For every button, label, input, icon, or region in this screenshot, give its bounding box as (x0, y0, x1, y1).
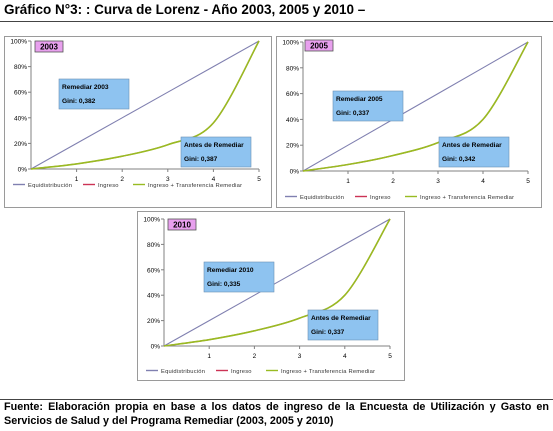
annotation-box (332, 90, 404, 122)
annotation-label: Remediar 2010 (207, 267, 254, 274)
annotation-gini: Gini: 0,387 (184, 156, 218, 163)
legend-label: Equidistribución (300, 195, 344, 201)
annotation-remediar: Remediar 2010 Gini: 0,335 (203, 261, 275, 293)
y-tick-label: 60% (14, 90, 27, 97)
x-tick-label: 4 (481, 178, 485, 185)
chart-panel-2010: 0% 20% 40% 60% 80% 100% 1 2 3 4 5 2010 Remediar 2010… (137, 211, 405, 381)
chart-title: 2003 (40, 43, 58, 52)
x-tick-label: 4 (343, 353, 347, 360)
annotation-remediar: Remediar 2003 Gini: 0,382 (58, 78, 130, 110)
x-tick-label: 5 (388, 353, 392, 360)
x-tick-label: 3 (298, 353, 302, 360)
year-tag: 2003 (34, 40, 64, 53)
annotation-gini: Gini: 0,382 (62, 98, 96, 105)
y-tick-label: 20% (286, 143, 299, 150)
chart-2005: 0% 20% 40% 60% 80% 100% 1 2 3 4 5 2005 Remediar 2005… (282, 39, 530, 202)
year-tag-box (167, 218, 197, 231)
annotation-label: Remediar 2005 (336, 96, 383, 103)
chart-title: 2010 (173, 221, 191, 230)
x-tick-label: 5 (526, 178, 530, 185)
y-tick-label: 60% (147, 267, 160, 274)
series-line-ingreso-transferencia (30, 40, 260, 170)
legend-label: Ingreso + Transferencia Remediar (281, 369, 375, 375)
series-line-equidistribucion (30, 40, 260, 170)
series-line-equidistribucion (302, 41, 529, 172)
annotation-box (203, 261, 275, 293)
legend-label: Ingreso (231, 369, 252, 375)
chart-2003: 0% 20% 40% 60% 80% 100% 1 2 3 4 5 2003 Remediar 2003… (10, 39, 261, 190)
annotation-gini: Gini: 0,342 (442, 156, 476, 163)
series-line-ingreso-transferencia (302, 41, 529, 172)
annotation-box (58, 78, 130, 110)
chart-title: 2005 (310, 42, 328, 51)
y-tick-label: 80% (286, 65, 299, 72)
annotation-box (180, 136, 252, 168)
chart-panel-2005: 0% 20% 40% 60% 80% 100% 1 2 3 4 5 2005 Remediar 2005… (276, 36, 542, 208)
x-tick-label: 5 (257, 176, 261, 183)
x-tick-label: 2 (120, 176, 124, 183)
y-tick-label: 40% (14, 115, 27, 122)
annotation-label: Antes de Remediar (311, 315, 371, 322)
x-tick-label: 4 (212, 176, 216, 183)
y-tick-label: 0% (290, 169, 300, 176)
year-tag-box (304, 39, 334, 52)
annotation-gini: Gini: 0,337 (336, 110, 370, 117)
year-tag: 2010 (167, 218, 197, 231)
legend-label: Equidistribución (161, 369, 205, 375)
y-tick-label: 0% (18, 167, 28, 174)
annotation-antes: Antes de Remediar Gini: 0,337 (307, 309, 379, 341)
annotation-label: Remediar 2003 (62, 84, 109, 91)
x-tick-label: 1 (346, 178, 350, 185)
figure-title: Gráfico N°3: : Curva de Lorenz - Año 200… (4, 2, 366, 17)
y-tick-label: 0% (151, 344, 161, 351)
year-tag-box (34, 40, 64, 53)
y-tick-label: 60% (286, 91, 299, 98)
y-tick-label: 80% (14, 64, 27, 71)
x-tick-label: 2 (253, 353, 257, 360)
annotation-remediar: Remediar 2005 Gini: 0,337 (332, 90, 404, 122)
series-line-equidistribucion (163, 218, 391, 347)
annotation-box (438, 136, 510, 168)
legend: Equidistribución Ingreso Ingreso + Transfe… (285, 195, 514, 201)
x-tick-label: 3 (436, 178, 440, 185)
annotation-label: Antes de Remediar (184, 142, 244, 149)
annotation-gini: Gini: 0,337 (311, 329, 345, 336)
y-tick-label: 80% (147, 242, 160, 249)
y-tick-label: 20% (147, 318, 160, 325)
y-tick-label: 100% (143, 217, 160, 224)
source-note: Fuente: Elaboración propia en base a los… (4, 401, 549, 427)
x-tick-label: 1 (207, 353, 211, 360)
legend-label: Ingreso + Transferencia Remediar (148, 183, 242, 189)
annotation-box (307, 309, 379, 341)
x-tick-label: 3 (166, 176, 170, 183)
annotation-gini: Gini: 0,335 (207, 281, 241, 288)
x-tick-label: 1 (75, 176, 79, 183)
title-rule (0, 21, 553, 22)
chart-2010: 0% 20% 40% 60% 80% 100% 1 2 3 4 5 2010 Remediar 2010… (143, 217, 392, 376)
annotation-antes: Antes de Remediar Gini: 0,342 (438, 136, 510, 168)
footer-rule (0, 399, 553, 400)
legend-label: Ingreso + Transferencia Remediar (420, 195, 514, 201)
series-line-ingreso-transferencia (163, 218, 391, 347)
legend: Equidistribución Ingreso Ingreso + Transfe… (146, 369, 375, 375)
annotation-antes: Antes de Remediar Gini: 0,387 (180, 136, 252, 168)
legend: Equidistribución Ingreso Ingreso + Transfe… (13, 183, 242, 189)
legend-label: Equidistribución (28, 183, 72, 189)
x-tick-label: 2 (391, 178, 395, 185)
legend-label: Ingreso (370, 195, 391, 201)
y-tick-label: 100% (10, 39, 27, 46)
y-tick-label: 40% (286, 117, 299, 124)
chart-panel-2003: 0% 20% 40% 60% 80% 100% 1 2 3 4 5 2003 Remediar 2003… (4, 36, 272, 208)
y-tick-label: 40% (147, 293, 160, 300)
annotation-label: Antes de Remediar (442, 142, 502, 149)
y-tick-label: 100% (282, 40, 299, 47)
y-tick-label: 20% (14, 141, 27, 148)
legend-label: Ingreso (98, 183, 119, 189)
year-tag: 2005 (304, 39, 334, 52)
